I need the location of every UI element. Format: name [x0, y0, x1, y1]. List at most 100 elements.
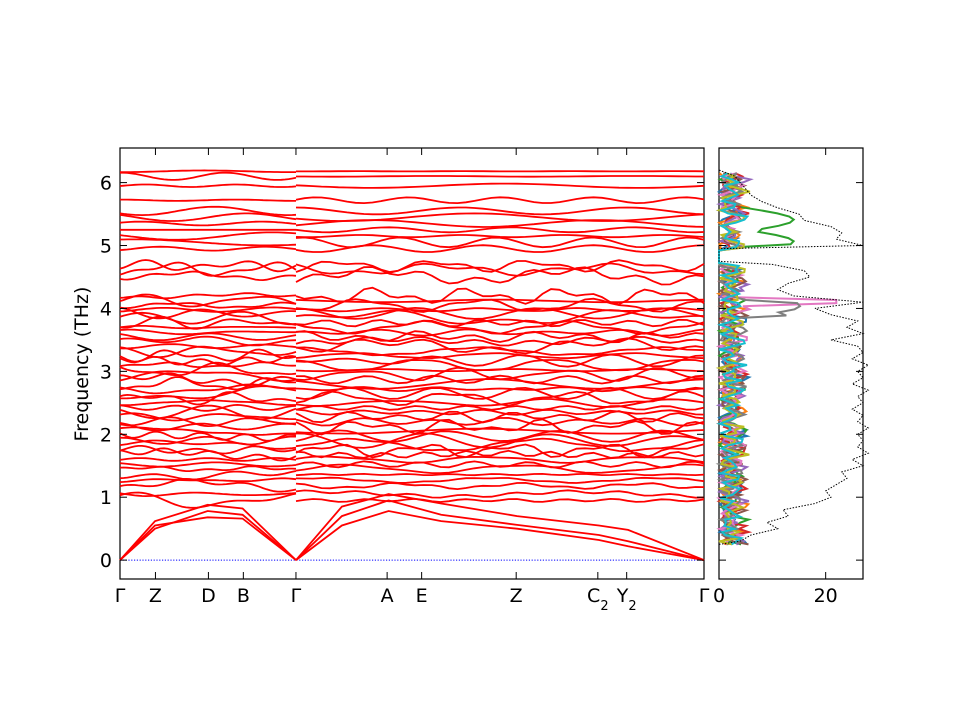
optical-band-52-seg-1 [295, 206, 705, 216]
kpoint-label-1: Z [149, 585, 162, 607]
optical-band-46-seg-0 [119, 245, 297, 252]
optical-band-12-seg-0 [119, 430, 297, 442]
optical-band-11-seg-0 [119, 435, 297, 446]
kpoint-label-9: Y2 [616, 585, 637, 614]
kpoint-label-4: Γ [291, 585, 302, 607]
kpoint-label-3: B [237, 585, 250, 607]
optical-band-47-seg-0 [120, 238, 297, 247]
optical-band-28-seg-1 [295, 353, 705, 368]
acoustic-band-2 [119, 503, 297, 561]
acoustic-band-5 [295, 493, 705, 561]
optical-band-30-seg-1 [295, 346, 705, 357]
optical-band-8-seg-1 [295, 449, 705, 459]
y-tick-label-6: 6 [100, 173, 112, 195]
optical-band-12-seg-1 [295, 429, 705, 443]
optical-band-53-seg-0 [120, 198, 296, 202]
optical-band-4-seg-1 [295, 472, 705, 477]
acoustic-band-3 [295, 499, 705, 561]
optical-band-45-seg-0 [119, 259, 297, 273]
optical-band-20-seg-0 [119, 391, 297, 406]
optical-band-51-seg-0 [119, 212, 297, 222]
y-tick-label-0: 0 [100, 550, 112, 572]
optical-band-32-seg-1 [295, 335, 705, 347]
acoustic-band-4 [295, 510, 705, 561]
optical-band-10-seg-1 [295, 437, 705, 453]
optical-band-34-seg-0 [119, 328, 296, 336]
optical-band-5-seg-1 [295, 463, 705, 475]
optical-band-36-seg-0 [119, 315, 297, 330]
kpoint-label-7: Z [510, 585, 523, 607]
optical-band-42-seg-1 [295, 286, 705, 306]
y-tick-label-2: 2 [100, 424, 112, 446]
optical-band-22-seg-0 [119, 383, 296, 395]
optical-band-44-seg-1 [295, 262, 705, 277]
optical-band-0-seg-0 [119, 491, 297, 509]
optical-band-43-seg-1 [295, 266, 705, 286]
optical-band-43-seg-0 [119, 270, 297, 282]
optical-band-41-seg-1 [295, 298, 705, 304]
optical-band-54-seg-0 [119, 183, 297, 188]
optical-band-15-seg-0 [119, 416, 297, 428]
optical-band-51-seg-1 [295, 212, 705, 222]
optical-band-0-seg-1 [295, 497, 705, 503]
optical-band-11-seg-1 [295, 432, 705, 449]
optical-band-33-seg-1 [295, 330, 705, 344]
y-axis-label: Frequency (THz) [71, 287, 93, 442]
optical-band-28-seg-0 [119, 355, 297, 367]
partial-dos-7 [715, 172, 802, 546]
optical-band-14-seg-0 [119, 422, 297, 432]
optical-band-37-seg-0 [119, 310, 297, 326]
kpoint-label-8: C2 [587, 585, 609, 614]
optical-band-26-seg-0 [119, 361, 297, 377]
optical-band-31-seg-1 [295, 337, 705, 355]
optical-band-40-seg-1 [295, 297, 705, 313]
optical-band-1-seg-0 [119, 491, 297, 498]
partial-dos-8 [715, 172, 751, 546]
optical-band-18-seg-1 [295, 404, 705, 411]
optical-band-17-seg-1 [295, 408, 705, 416]
optical-band-13-seg-1 [295, 427, 705, 435]
dos-ticks: 0 20 [713, 148, 863, 607]
optical-band-6-seg-0 [119, 461, 297, 468]
optical-band-14-seg-1 [295, 418, 705, 436]
acoustic-band-1 [119, 510, 297, 561]
y-tick-label-4: 4 [100, 298, 112, 320]
optical-band-36-seg-1 [295, 318, 705, 328]
optical-band-45-seg-1 [295, 259, 705, 273]
optical-band-48-seg-0 [119, 231, 297, 241]
kpoint-label-5: A [381, 585, 394, 607]
optical-band-32-seg-0 [119, 335, 297, 347]
optical-band-20-seg-1 [295, 390, 705, 407]
dos-x-tick-label-1: 20 [814, 585, 838, 607]
optical-band-54-seg-1 [295, 182, 705, 189]
optical-band-19-seg-0 [120, 399, 296, 406]
dos-x-tick-label-0: 0 [713, 585, 725, 607]
y-tick-label-3: 3 [100, 361, 112, 383]
optical-band-52-seg-0 [119, 205, 297, 217]
optical-band-18-seg-0 [119, 403, 297, 412]
y-tick-label-5: 5 [100, 236, 112, 258]
optical-band-35-seg-0 [119, 325, 297, 330]
kpoint-label-2: D [201, 585, 216, 607]
optical-band-7-seg-0 [119, 457, 297, 462]
optical-band-9-seg-1 [295, 443, 705, 459]
kpoint-label-6: E [416, 585, 428, 607]
optical-band-29-seg-1 [295, 352, 705, 360]
optical-band-2-seg-0 [119, 477, 297, 493]
optical-band-49-seg-1 [295, 226, 705, 234]
optical-band-56-seg-0 [120, 169, 296, 173]
optical-band-4-seg-0 [119, 470, 297, 481]
dos-lines [715, 169, 870, 546]
optical-band-17-seg-0 [119, 404, 297, 421]
optical-band-1-seg-1 [295, 489, 705, 499]
optical-band-41-seg-0 [119, 293, 297, 308]
optical-band-38-seg-0 [119, 307, 297, 320]
optical-band-19-seg-1 [295, 398, 705, 408]
optical-band-16-seg-1 [295, 410, 705, 424]
dos-plot-frame [718, 147, 864, 580]
optical-band-24-seg-1 [295, 374, 705, 385]
optical-band-55-seg-0 [120, 171, 297, 181]
kpoint-label-0: Γ [115, 585, 126, 607]
